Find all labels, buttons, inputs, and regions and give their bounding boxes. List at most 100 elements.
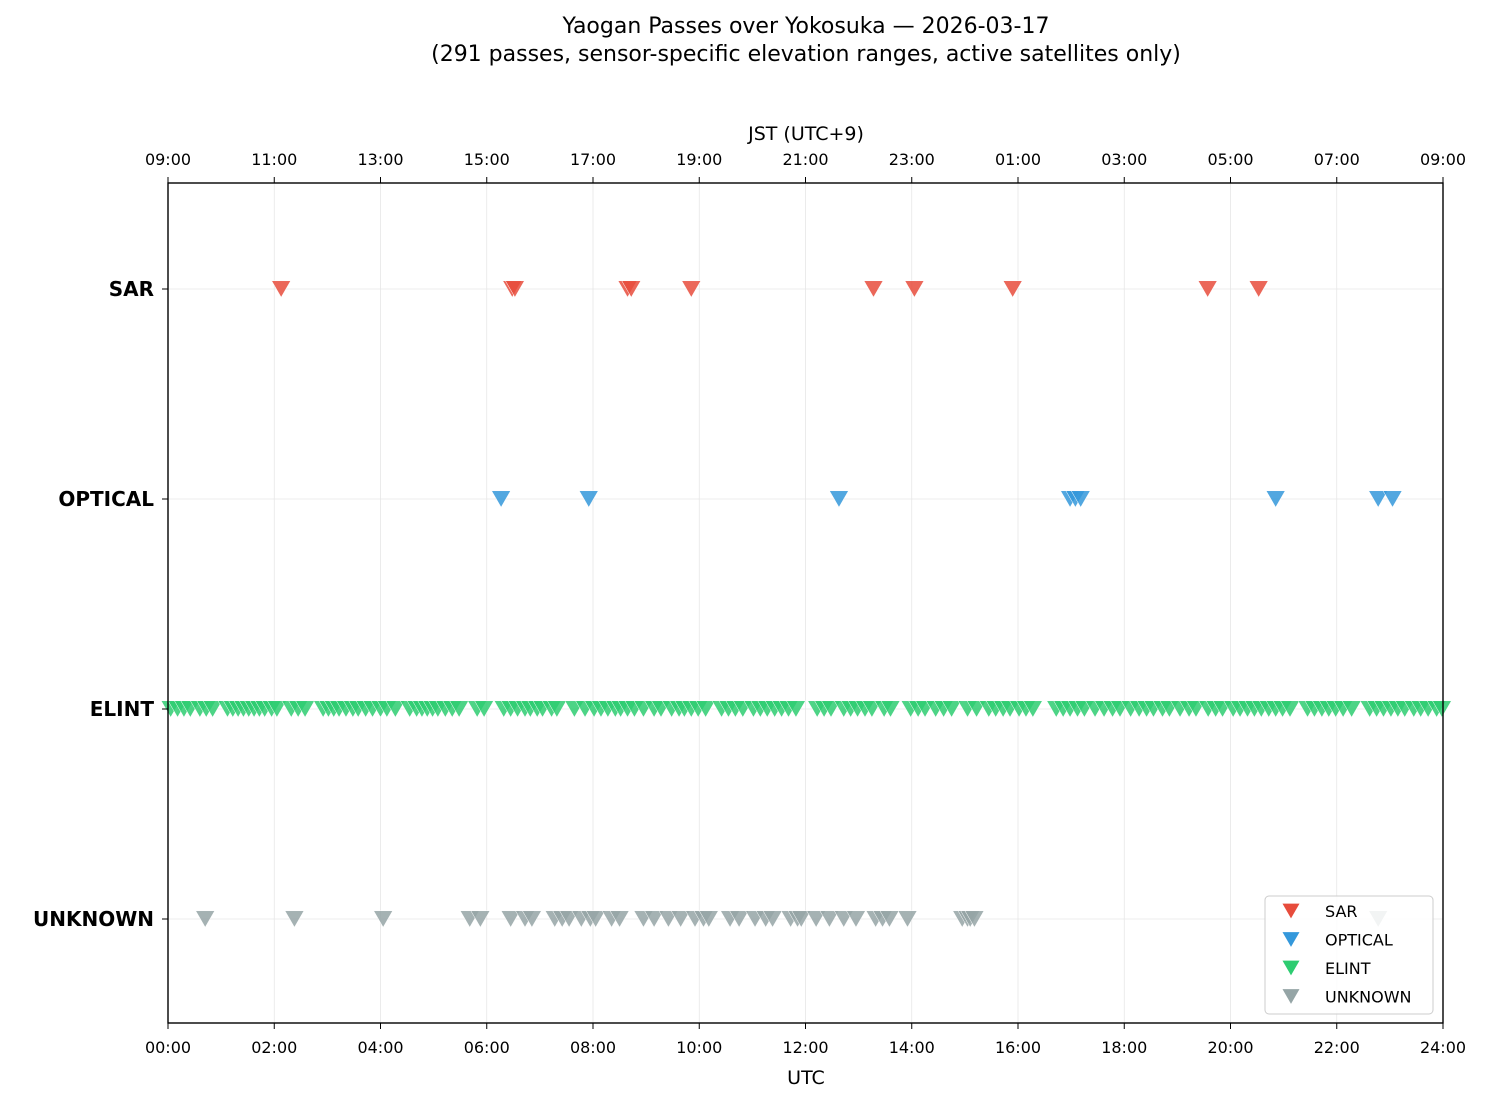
y-axis: SAR OPTICAL ELINT UNKNOWN [33, 277, 168, 931]
marker-unknown [521, 910, 542, 928]
marker-elint [1432, 700, 1452, 718]
top-tick-label: 03:00 [1101, 150, 1147, 169]
legend-label-elint: ELINT [1325, 959, 1371, 978]
marker-elint [266, 700, 287, 718]
marker-optical [1368, 490, 1389, 508]
marker-unknown [806, 910, 827, 928]
x-tick-label: 04:00 [357, 1038, 403, 1057]
marker-sar [271, 280, 292, 298]
marker-elint [821, 700, 841, 718]
marker-unknown [819, 910, 840, 928]
marker-elint [966, 700, 987, 718]
marker-sar [1002, 280, 1023, 298]
markers [160, 280, 1452, 928]
y-category-label: UNKNOWN [33, 907, 154, 931]
marker-unknown [585, 910, 606, 928]
x-tick-label: 14:00 [889, 1038, 935, 1057]
x-tick-label: 20:00 [1207, 1038, 1253, 1057]
top-tick-label: 17:00 [570, 150, 616, 169]
marker-elint [295, 700, 315, 718]
marker-unknown [964, 910, 985, 928]
marker-optical [578, 490, 599, 508]
marker-unknown [500, 910, 521, 928]
bottom-axis: 00:00 02:00 04:00 06:00 08:00 10:00 12:00 14:00… [145, 1023, 1466, 1057]
y-category-label: SAR [109, 277, 154, 301]
marker-unknown [559, 910, 580, 928]
marker-elint [546, 700, 567, 718]
marker-unknown [373, 910, 394, 928]
marker-sar [904, 280, 925, 298]
marker-sar [621, 280, 642, 298]
top-tick-label: 07:00 [1314, 150, 1360, 169]
x-tick-label: 16:00 [995, 1038, 1041, 1057]
grid [167, 183, 1444, 1023]
marker-elint [1022, 700, 1043, 718]
marker-elint [1280, 700, 1300, 718]
marker-optical [1265, 490, 1286, 508]
legend-label-sar: SAR [1325, 902, 1358, 921]
x-tick-label: 10:00 [676, 1038, 722, 1057]
top-tick-label: 11:00 [251, 150, 297, 169]
y-category-label: OPTICAL [58, 487, 154, 511]
marker-elint [880, 700, 901, 718]
marker-unknown [658, 910, 679, 928]
marker-unknown [791, 910, 812, 928]
top-tick-label: 19:00 [676, 150, 722, 169]
marker-unknown [644, 910, 665, 928]
marker-unknown [729, 910, 750, 928]
top-axis: 09:00 11:00 13:00 15:00 17:00 19:00 21:00 23:00… [145, 150, 1466, 183]
top-tick-label: 01:00 [995, 150, 1041, 169]
marker-sar [504, 280, 525, 298]
x-tick-label: 18:00 [1101, 1038, 1147, 1057]
marker-optical [829, 490, 849, 508]
marker-optical [1382, 490, 1403, 508]
x-tick-label: 24:00 [1420, 1038, 1466, 1057]
marker-unknown [284, 910, 305, 928]
top-tick-label: 09:00 [145, 150, 191, 169]
x-axis-label: UTC [787, 1067, 825, 1089]
marker-unknown [670, 910, 691, 928]
marker-elint [385, 700, 406, 718]
chart-title: Yaogan Passes over Yokosuka — 2026-03-17 [562, 14, 1050, 39]
x-tick-label: 02:00 [251, 1038, 297, 1057]
marker-elint [1341, 700, 1362, 718]
top-tick-label: 23:00 [889, 150, 935, 169]
marker-sar [681, 280, 702, 298]
marker-unknown [762, 910, 783, 928]
x-tick-label: 00:00 [145, 1038, 191, 1057]
x-tick-label: 22:00 [1314, 1038, 1360, 1057]
marker-unknown [470, 910, 491, 928]
x-tick-label: 12:00 [782, 1038, 828, 1057]
marker-unknown [846, 910, 866, 928]
marker-elint [861, 700, 882, 718]
marker-sar [1197, 280, 1218, 298]
marker-unknown [897, 910, 918, 928]
chart-subtitle: (291 passes, sensor-specific elevation r… [431, 42, 1181, 67]
legend-frame [1264, 895, 1434, 1015]
top-tick-label: 13:00 [357, 150, 403, 169]
legend: SAR OPTICAL ELINT UNKNOWN [1264, 895, 1434, 1015]
marker-elint [1186, 700, 1206, 718]
marker-unknown [879, 910, 900, 928]
top-tick-label: 15:00 [464, 150, 510, 169]
top-tick-label: 21:00 [782, 150, 828, 169]
top-tick-label: 05:00 [1207, 150, 1253, 169]
marker-sar [863, 280, 884, 298]
marker-optical [491, 490, 512, 508]
x-tick-label: 06:00 [464, 1038, 510, 1057]
top-axis-label: JST (UTC+9) [747, 123, 864, 145]
marker-elint [202, 700, 223, 718]
y-category-label: ELINT [90, 697, 155, 721]
legend-marker-unknown [1282, 989, 1300, 1004]
marker-elint [941, 700, 962, 718]
marker-elint [474, 700, 495, 718]
marker-optical [1070, 490, 1091, 508]
marker-sar [1248, 280, 1269, 298]
legend-marker-elint [1282, 960, 1300, 976]
marker-unknown [609, 910, 630, 928]
marker-unknown [195, 910, 216, 928]
legend-marker-sar [1282, 903, 1300, 919]
legend-label-unknown: UNKNOWN [1325, 988, 1412, 1007]
marker-elint [786, 700, 806, 718]
